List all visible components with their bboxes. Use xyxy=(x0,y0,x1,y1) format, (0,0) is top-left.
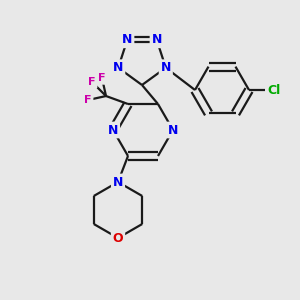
Text: N: N xyxy=(113,176,123,188)
Text: N: N xyxy=(122,33,133,46)
Text: N: N xyxy=(152,33,162,46)
Text: Cl: Cl xyxy=(267,83,280,97)
Text: N: N xyxy=(160,61,171,74)
Text: N: N xyxy=(113,61,123,74)
Text: F: F xyxy=(84,95,92,105)
Text: O: O xyxy=(113,232,123,244)
Text: N: N xyxy=(168,124,178,136)
Text: F: F xyxy=(98,73,106,83)
Text: N: N xyxy=(108,124,118,136)
Text: F: F xyxy=(88,77,96,87)
